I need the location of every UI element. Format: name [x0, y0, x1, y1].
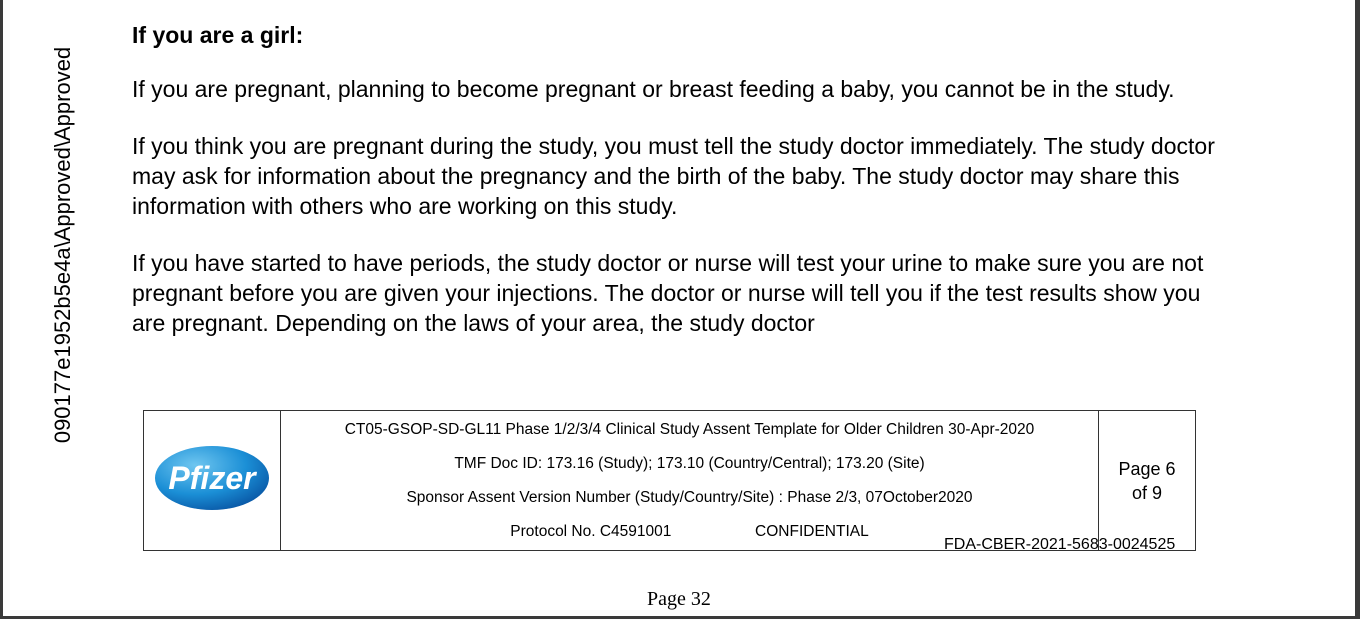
tmf-doc-line: TMF Doc ID: 173.16 (Study); 173.10 (Coun…: [454, 454, 925, 472]
template-line: CT05-GSOP-SD-GL11 Phase 1/2/3/4 Clinical…: [344, 420, 1035, 438]
svg-text:Pfizer: Pfizer: [168, 460, 257, 496]
protocol-number: Protocol No. C4591001: [510, 522, 672, 540]
fda-stamp: FDA-CBER-2021-5683-0024525: [944, 536, 1176, 553]
pfizer-logo: Pfizer: [155, 446, 269, 510]
version-line: Sponsor Assent Version Number (Study/Cou…: [406, 488, 973, 506]
footer-table: Pfizer CT05-GSOP-SD-GL11 Phase 1/2/3/4 C…: [143, 410, 1196, 551]
paragraph: If you think you are pregnant during the…: [132, 133, 1215, 219]
page-of-label: Page 6: [1118, 458, 1176, 479]
logo-cell: Pfizer: [143, 410, 281, 551]
confidential-label: CONFIDENTIAL: [755, 522, 869, 540]
page-total-label: of 9: [1131, 482, 1163, 503]
footer-info-cell: CT05-GSOP-SD-GL11 Phase 1/2/3/4 Clinical…: [280, 410, 1099, 551]
document-body: If you are a girl: If you are pregnant, …: [132, 20, 1252, 365]
paragraph: If you are pregnant, planning to become …: [132, 76, 1175, 102]
protocol-line: Protocol No. C4591001 CONFIDENTIAL: [281, 515, 1098, 549]
page-count-cell: Page 6 of 9: [1098, 410, 1196, 551]
document-page: 090177e1952b5e4a\Approved\Approved If yo…: [3, 0, 1355, 616]
paragraph: If you have started to have periods, the…: [132, 250, 1204, 336]
document-id-vertical: 090177e1952b5e4a\Approved\Approved: [50, 46, 75, 444]
page-number: Page 32: [647, 588, 711, 610]
section-heading: If you are a girl:: [132, 22, 304, 48]
